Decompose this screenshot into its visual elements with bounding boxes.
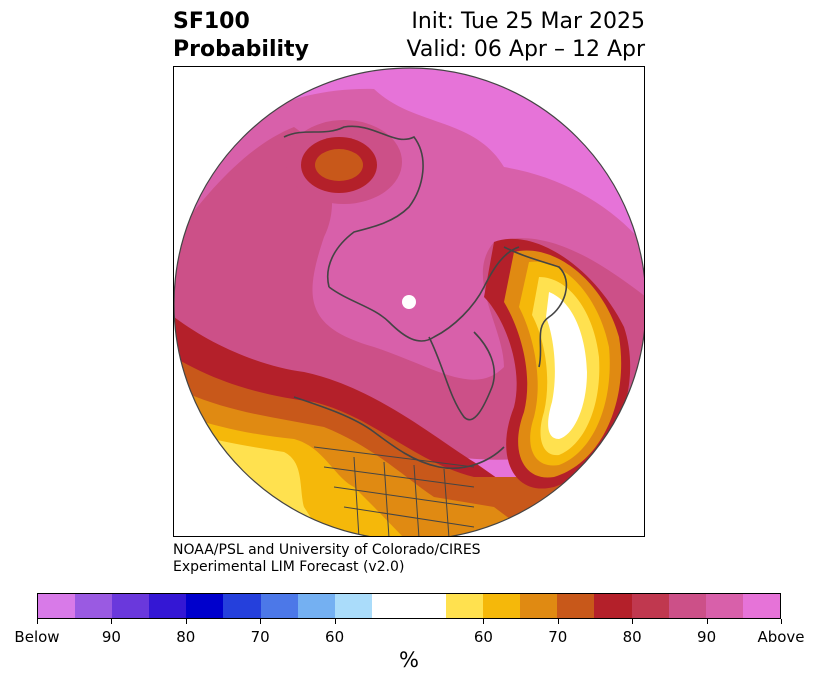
coastline-asia [283, 125, 424, 288]
colorbar-tick-mark [111, 619, 113, 624]
colorbar-tick-label: 80 [176, 628, 196, 646]
map-canvas [174, 67, 644, 536]
colorbar-segment [260, 594, 298, 618]
colorbar-segment [520, 594, 558, 618]
colorbar-segment [446, 594, 484, 618]
colorbar-tick-mark [483, 619, 485, 624]
colorbar [37, 593, 781, 619]
coastline-north-america [293, 396, 505, 470]
colorbar-segment [483, 594, 521, 618]
borders-us-states [323, 456, 475, 536]
border-us-canada [313, 446, 475, 468]
colorbar-segment [705, 594, 743, 618]
colorbar-tick-label: 90 [101, 628, 121, 646]
variable-label: SF100 [173, 9, 250, 34]
colorbar-tick-mark [706, 619, 708, 624]
colorbar-tick-label: 60 [473, 628, 493, 646]
colorbar-tick-label: 80 [622, 628, 642, 646]
colorbar-tick-mark [260, 619, 262, 624]
colorbar-tick-label: 60 [325, 628, 345, 646]
colorbar-segment [334, 594, 372, 618]
map-title-right: Init: Tue 25 Mar 2025 Valid: 06 Apr – 12… [407, 8, 646, 64]
colorbar-segment [557, 594, 595, 618]
probability-map [173, 66, 645, 537]
field-euro-white [546, 292, 587, 439]
coastline-greenland [428, 331, 496, 421]
colorbar-tick-label: 70 [250, 628, 270, 646]
colorbar-tick-mark [632, 619, 634, 624]
credit-line-1: NOAA/PSL and University of Colorado/CIRE… [173, 542, 481, 558]
colorbar-tick-mark [781, 619, 782, 624]
field-spot-core [315, 149, 363, 181]
colorbar-tick-mark [37, 619, 38, 624]
colorbar-tick-label: Above [757, 628, 805, 646]
colorbar-segment [742, 594, 780, 618]
colorbar-tick-mark [334, 619, 336, 624]
init-date: Init: Tue 25 Mar 2025 [411, 9, 645, 34]
colorbar-segment [223, 594, 261, 618]
pole-marker [402, 295, 416, 309]
colorbar-tick-label: Below [14, 628, 60, 646]
colorbar-segment [112, 594, 150, 618]
colorbar-segment [38, 594, 76, 618]
credit-line-2: Experimental LIM Forecast (v2.0) [173, 559, 405, 575]
colorbar-tick-mark [557, 619, 559, 624]
colorbar-segment [668, 594, 706, 618]
colorbar-segment [75, 594, 113, 618]
colorbar-segment [371, 594, 447, 618]
colorbar-tick-label: 90 [697, 628, 717, 646]
colorbar-unit: % [399, 648, 419, 672]
product-label: Probability [173, 37, 309, 62]
colorbar-tick-mark [185, 619, 187, 624]
colorbar-segment [594, 594, 632, 618]
colorbar-segment [297, 594, 335, 618]
valid-range: Valid: 06 Apr – 12 Apr [406, 37, 646, 62]
coastline-europe [503, 246, 568, 368]
colorbar-segment [149, 594, 187, 618]
colorbar-segment [186, 594, 224, 618]
map-title-left: SF100 Probability [173, 8, 309, 64]
colorbar-segment [631, 594, 669, 618]
colorbar-tick-label: 70 [548, 628, 568, 646]
coastline-arctic [328, 246, 520, 342]
credit-text: NOAA/PSL and University of Colorado/CIRE… [173, 542, 481, 576]
